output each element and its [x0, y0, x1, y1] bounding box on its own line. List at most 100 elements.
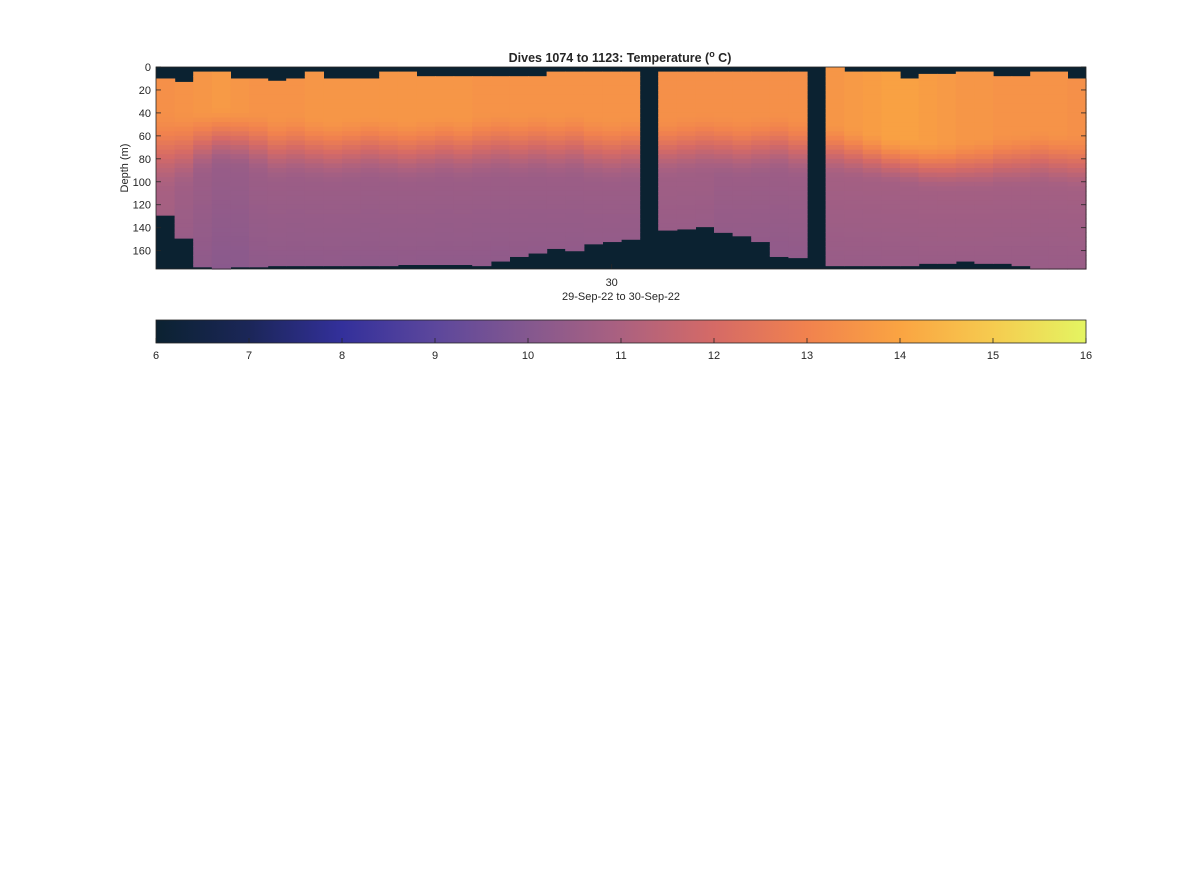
- heatmap-cell: [435, 181, 455, 187]
- heatmap-cell: [323, 259, 343, 266]
- heatmap-cell: [732, 131, 752, 137]
- heatmap-cell: [286, 204, 306, 210]
- heatmap-cell: [1067, 85, 1087, 91]
- heatmap-cell: [937, 149, 957, 155]
- heatmap-cell: [825, 250, 845, 256]
- heatmap-cell: [435, 213, 455, 220]
- heatmap-cell: [509, 145, 529, 151]
- heatmap-cell: [1067, 236, 1087, 243]
- heatmap-cell: [174, 200, 194, 206]
- heatmap-cell: [472, 186, 492, 192]
- heatmap-cell: [714, 140, 734, 146]
- heatmap-cell: [1067, 99, 1087, 105]
- heatmap-cell: [156, 108, 176, 114]
- heatmap-cell: [918, 126, 938, 132]
- heatmap-cell: [230, 145, 250, 151]
- heatmap-cell: [825, 140, 845, 146]
- heatmap-cell: [955, 200, 975, 206]
- heatmap-cell: [342, 195, 362, 201]
- heatmap-cell: [286, 85, 306, 91]
- heatmap-cell: [695, 190, 715, 197]
- heatmap-cell: [509, 218, 529, 224]
- heatmap-cell: [974, 145, 994, 151]
- heatmap-cell: [435, 250, 455, 256]
- heatmap-cell: [862, 255, 882, 261]
- heatmap-cell: [546, 190, 566, 197]
- heatmap-cell: [193, 186, 213, 192]
- heatmap-cell: [286, 163, 306, 169]
- heatmap-cell: [267, 172, 287, 178]
- heatmap-cell: [342, 209, 362, 215]
- heatmap-cell: [658, 117, 678, 123]
- heatmap-cell: [1030, 117, 1050, 123]
- heatmap-cell: [769, 223, 789, 229]
- heatmap-cell: [658, 190, 678, 197]
- heatmap-cell: [528, 99, 548, 105]
- heatmap-cell: [211, 76, 231, 82]
- heatmap-cell: [249, 200, 269, 206]
- heatmap-cell: [546, 117, 566, 123]
- heatmap-cell: [937, 209, 957, 215]
- heatmap-cell: [1030, 190, 1050, 197]
- heatmap-cell: [286, 80, 306, 86]
- heatmap-cell: [955, 172, 975, 178]
- heatmap-cell: [416, 209, 436, 215]
- heatmap-cell: [881, 186, 901, 192]
- heatmap-cell: [435, 94, 455, 100]
- heatmap-cell: [416, 177, 436, 183]
- heatmap-cell: [490, 122, 510, 128]
- heatmap-cell: [360, 145, 380, 151]
- heatmap-cell: [881, 259, 901, 266]
- heatmap-cell: [788, 232, 808, 238]
- heatmap-cell: [1030, 99, 1050, 105]
- heatmap-cell: [211, 131, 231, 137]
- heatmap-cell: [695, 80, 715, 86]
- heatmap-cell: [621, 131, 641, 137]
- heatmap-cell: [267, 154, 287, 160]
- heatmap-cell: [230, 177, 250, 183]
- heatmap-cell: [881, 172, 901, 178]
- heatmap-cell: [397, 236, 417, 243]
- heatmap-cell: [360, 168, 380, 174]
- heatmap-cell: [174, 218, 194, 224]
- heatmap-cell: [1048, 135, 1068, 142]
- heatmap-cell: [509, 126, 529, 132]
- heatmap-cell: [490, 181, 510, 187]
- heatmap-cell: [955, 213, 975, 220]
- heatmap-cell: [490, 236, 510, 243]
- heatmap-cell: [286, 218, 306, 224]
- heatmap-cell: [156, 135, 176, 142]
- heatmap-cell: [974, 94, 994, 100]
- heatmap-cell: [621, 85, 641, 91]
- heatmap-cell: [304, 250, 324, 256]
- heatmap-cell: [379, 204, 399, 210]
- heatmap-cell: [1067, 195, 1087, 201]
- heatmap-cell: [788, 250, 808, 256]
- heatmap-cell: [286, 227, 306, 233]
- heatmap-cell: [193, 131, 213, 137]
- heatmap-cell: [993, 204, 1013, 210]
- heatmap-cell: [546, 112, 566, 119]
- heatmap-cell: [546, 195, 566, 201]
- heatmap-cell: [323, 80, 343, 86]
- heatmap-cell: [397, 168, 417, 174]
- heatmap-cell: [714, 149, 734, 155]
- heatmap-cell: [546, 227, 566, 233]
- heatmap-cell: [1048, 186, 1068, 192]
- heatmap-cell: [286, 250, 306, 256]
- heatmap-cell: [1030, 186, 1050, 192]
- heatmap-cell: [881, 131, 901, 137]
- heatmap-cell: [825, 200, 845, 206]
- heatmap-cell: [602, 168, 622, 174]
- heatmap-cell: [658, 103, 678, 109]
- heatmap-cell: [509, 186, 529, 192]
- heatmap-cell: [1011, 85, 1031, 91]
- heatmap-cell: [621, 126, 641, 132]
- heatmap-cell: [825, 80, 845, 86]
- heatmap-cell: [379, 227, 399, 233]
- heatmap-cell: [490, 94, 510, 100]
- heatmap-cell: [230, 158, 250, 165]
- heatmap-cell: [416, 168, 436, 174]
- heatmap-cell: [435, 149, 455, 155]
- heatmap-cell: [174, 126, 194, 132]
